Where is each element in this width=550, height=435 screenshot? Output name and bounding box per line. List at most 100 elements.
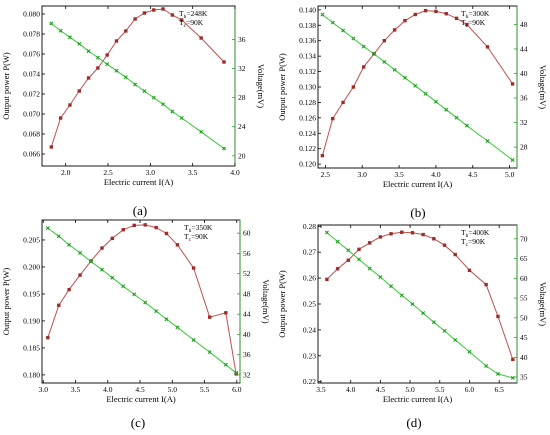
annotation-part: =90K xyxy=(468,237,486,246)
y-tick-label: 0.128 xyxy=(299,98,316,107)
power-marker xyxy=(100,246,104,250)
x-tick-label: 5.5 xyxy=(435,385,445,394)
y-tick-label: 0.072 xyxy=(23,90,40,99)
voltage-marker xyxy=(367,266,372,271)
x-tick-label: 4.5 xyxy=(468,170,478,179)
x-axis-title: Electric current I(A) xyxy=(383,394,453,404)
power-marker xyxy=(170,13,175,17)
power-marker xyxy=(67,287,71,292)
power-marker xyxy=(175,243,180,247)
voltage-marker-stroke xyxy=(222,146,226,151)
y2-tick-label: 32 xyxy=(520,118,528,127)
y2-tick-label: 70 xyxy=(520,234,528,243)
power-marker xyxy=(341,100,345,105)
voltage-marker xyxy=(341,28,346,33)
x-tick-label: 4.0 xyxy=(230,168,240,177)
voltage-marker-stroke xyxy=(330,20,335,25)
y-tick-label: 0.068 xyxy=(23,130,40,139)
voltage-marker xyxy=(67,242,72,247)
power-marker xyxy=(389,232,393,236)
y-tick-label: 0.25 xyxy=(303,300,316,309)
y-tick-label: 0.26 xyxy=(303,274,316,283)
power-marker xyxy=(96,66,100,70)
y-axis-title: Output power P(W) xyxy=(277,270,287,338)
annotation-part: =300K xyxy=(468,9,489,18)
voltage-marker-stroke xyxy=(105,62,110,67)
voltage-marker xyxy=(410,302,415,306)
x-tick-label: 2.5 xyxy=(103,168,113,177)
y-tick-label: 0.24 xyxy=(303,325,316,334)
power-marker xyxy=(496,314,500,319)
power-marker xyxy=(410,231,415,235)
voltage-marker xyxy=(330,20,335,25)
annotation-tc: Tc=90K xyxy=(461,18,486,29)
power-marker xyxy=(485,45,490,49)
power-marker xyxy=(105,53,109,57)
voltage-marker-stroke xyxy=(467,349,472,354)
voltage-marker xyxy=(58,28,63,33)
power-marker xyxy=(86,76,91,80)
y2-tick-label: 36 xyxy=(520,94,528,103)
voltage-marker xyxy=(170,109,175,114)
annotation-part: T xyxy=(461,228,466,237)
y2-tick-label: 32 xyxy=(243,370,251,379)
x-tick-label: 3.0 xyxy=(358,170,368,179)
y2-tick-label: 55 xyxy=(520,294,528,303)
x-tick-label: 5.0 xyxy=(168,385,178,394)
y-tick-label: 0.205 xyxy=(23,235,40,244)
voltage-marker-stroke xyxy=(78,250,83,255)
voltage-marker-stroke xyxy=(89,259,94,264)
y-tick-label: 0.28 xyxy=(303,222,316,231)
y2-tick-label: 60 xyxy=(520,274,528,283)
voltage-marker xyxy=(392,67,397,72)
annotation-tc: Tc=90K xyxy=(184,232,209,243)
voltage-marker-stroke xyxy=(341,28,346,33)
y-tick-label: 0.078 xyxy=(23,30,40,39)
voltage-marker xyxy=(510,158,515,163)
voltage-marker xyxy=(346,248,351,253)
voltage-marker xyxy=(223,362,228,367)
voltage-marker xyxy=(423,91,428,96)
y2-axis-title: Voltage(mV) xyxy=(538,282,548,326)
voltage-marker-stroke xyxy=(95,55,100,60)
voltage-marker-stroke xyxy=(431,320,436,325)
voltage-marker xyxy=(132,292,137,297)
voltage-marker-stroke xyxy=(367,266,372,271)
power-marker xyxy=(179,18,184,22)
y2-tick-label: 24 xyxy=(238,122,246,131)
y2-tick-label: 40 xyxy=(520,69,528,78)
power-marker xyxy=(110,236,114,241)
voltage-marker-stroke xyxy=(164,317,169,322)
y-tick-label: 0.132 xyxy=(299,67,316,76)
voltage-marker-stroke xyxy=(442,328,447,333)
x-tick-label: 6.0 xyxy=(232,385,242,394)
x-tick-label: 3.5 xyxy=(188,168,198,177)
power-marker xyxy=(382,39,387,43)
x-tick-label: 5.0 xyxy=(405,385,415,394)
annotation-th: Th=400K xyxy=(461,228,490,239)
voltage-marker-stroke xyxy=(58,28,63,33)
series-line-power xyxy=(47,224,237,374)
power-marker xyxy=(511,357,515,362)
voltage-marker-stroke xyxy=(402,75,407,80)
voltage-marker-stroke xyxy=(324,230,329,235)
voltage-marker-stroke xyxy=(133,82,138,87)
power-marker xyxy=(154,225,158,230)
plot-frame xyxy=(41,5,236,167)
voltage-marker-stroke xyxy=(382,59,387,64)
annotation-part: =350K xyxy=(191,223,212,232)
voltage-marker xyxy=(99,267,104,272)
y2-tick-label: 44 xyxy=(243,310,251,319)
y-tick-label: 0.27 xyxy=(303,248,316,257)
y2-tick-label: 60 xyxy=(243,229,251,238)
voltage-marker-stroke xyxy=(399,293,404,298)
voltage-marker-stroke xyxy=(372,51,377,56)
voltage-marker xyxy=(164,317,169,322)
voltage-marker-stroke xyxy=(389,284,394,289)
voltage-marker-stroke xyxy=(179,116,184,120)
y-tick-label: 0.074 xyxy=(23,70,40,79)
voltage-marker xyxy=(444,107,449,112)
voltage-marker-stroke xyxy=(484,364,489,369)
voltage-marker-stroke xyxy=(49,21,54,26)
